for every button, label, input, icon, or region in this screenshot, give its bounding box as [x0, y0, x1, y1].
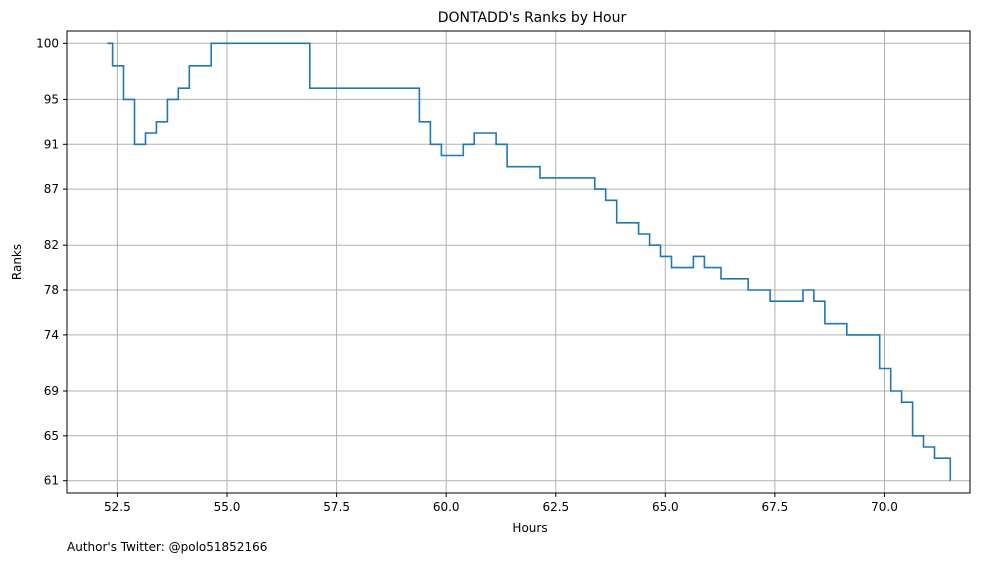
y-tick-label: 78: [44, 283, 59, 297]
y-tick-label: 61: [44, 474, 59, 488]
plot-frame: [66, 30, 971, 494]
series-group: [107, 42, 952, 481]
x-tick-label: 67.5: [762, 500, 789, 514]
y-tick-label: 95: [44, 92, 59, 106]
y-tick-label: 87: [44, 182, 59, 196]
y-tick-label: 91: [44, 137, 59, 151]
author-twitter-text: Author's Twitter: @polo51852166: [67, 540, 267, 554]
rank-step-line: [107, 42, 952, 481]
x-tick-label: 62.5: [542, 500, 569, 514]
y-tick-label: 82: [44, 238, 59, 252]
grid: [67, 31, 970, 493]
x-tick-label: 52.5: [104, 500, 131, 514]
y-axis: 61 65 69 74 78 82 87 91 95 100: [36, 36, 67, 488]
x-axis-label: Hours: [512, 521, 547, 535]
x-axis: 52.5 55.0 57.5 60.0 62.5 65.0 67.5 70.0: [104, 493, 898, 514]
y-axis-label: Ranks: [10, 244, 24, 280]
x-tick-label: 57.5: [323, 500, 350, 514]
y-tick-label: 74: [44, 328, 59, 342]
y-tick-label: 69: [44, 384, 59, 398]
y-tick-label: 65: [44, 429, 59, 443]
x-tick-label: 55.0: [214, 500, 241, 514]
x-tick-label: 60.0: [433, 500, 460, 514]
y-tick-label: 100: [36, 36, 59, 50]
x-tick-label: 70.0: [871, 500, 898, 514]
x-tick-label: 65.0: [652, 500, 679, 514]
chart-title: DONTADD's Ranks by Hour: [438, 10, 627, 26]
